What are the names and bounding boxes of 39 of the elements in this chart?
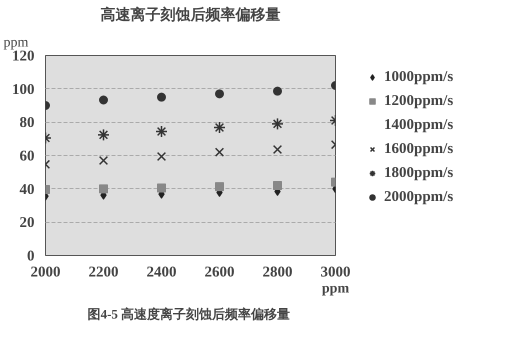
point (273, 181, 282, 190)
y-tick-label: 80 (20, 115, 34, 132)
x-tick-label: 3000 (320, 264, 350, 280)
point (155, 125, 168, 138)
point (157, 184, 166, 192)
point (273, 86, 282, 96)
point (215, 89, 224, 98)
legend-label: 1600ppm/s (384, 140, 454, 158)
point (271, 118, 284, 130)
text: 1400ppm/s (384, 116, 454, 134)
legend-label: 1800ppm/s (384, 164, 454, 182)
y-tick-label: 60 (20, 148, 34, 164)
point (272, 144, 282, 154)
point (214, 148, 224, 157)
legend-label: 1200ppm/s (384, 92, 454, 110)
x-tick-label: 2400 (146, 264, 176, 280)
x-tick-label: 2800 (262, 264, 292, 280)
y-tick-label: 100 (12, 82, 34, 98)
y-tick-label: 120 (12, 48, 34, 64)
x-axis-title: ppm (322, 282, 350, 296)
legend-label: 1000ppm/s (384, 68, 454, 86)
point (99, 96, 108, 104)
legend-label: 2000ppm/s (384, 188, 454, 206)
point (157, 92, 166, 102)
y-tick-label: 0 (27, 248, 34, 264)
point (97, 128, 110, 142)
y-tick-label: 20 (20, 215, 34, 232)
point (215, 182, 224, 192)
y-axis-title: ppm (4, 36, 28, 50)
x-tick-label: 2000 (30, 264, 60, 280)
point (213, 121, 226, 134)
x-tick-label: 2600 (204, 264, 234, 280)
y-tick-label: 40 (20, 182, 34, 198)
point (156, 152, 166, 162)
point (98, 156, 108, 166)
chart-title: 高速离子刻蚀后频率偏移量 (100, 6, 280, 24)
caption: 图4-5 高速度离子刻蚀后频率偏移量 (88, 306, 290, 322)
x-tick-label: 2200 (88, 264, 118, 280)
point (99, 184, 108, 194)
